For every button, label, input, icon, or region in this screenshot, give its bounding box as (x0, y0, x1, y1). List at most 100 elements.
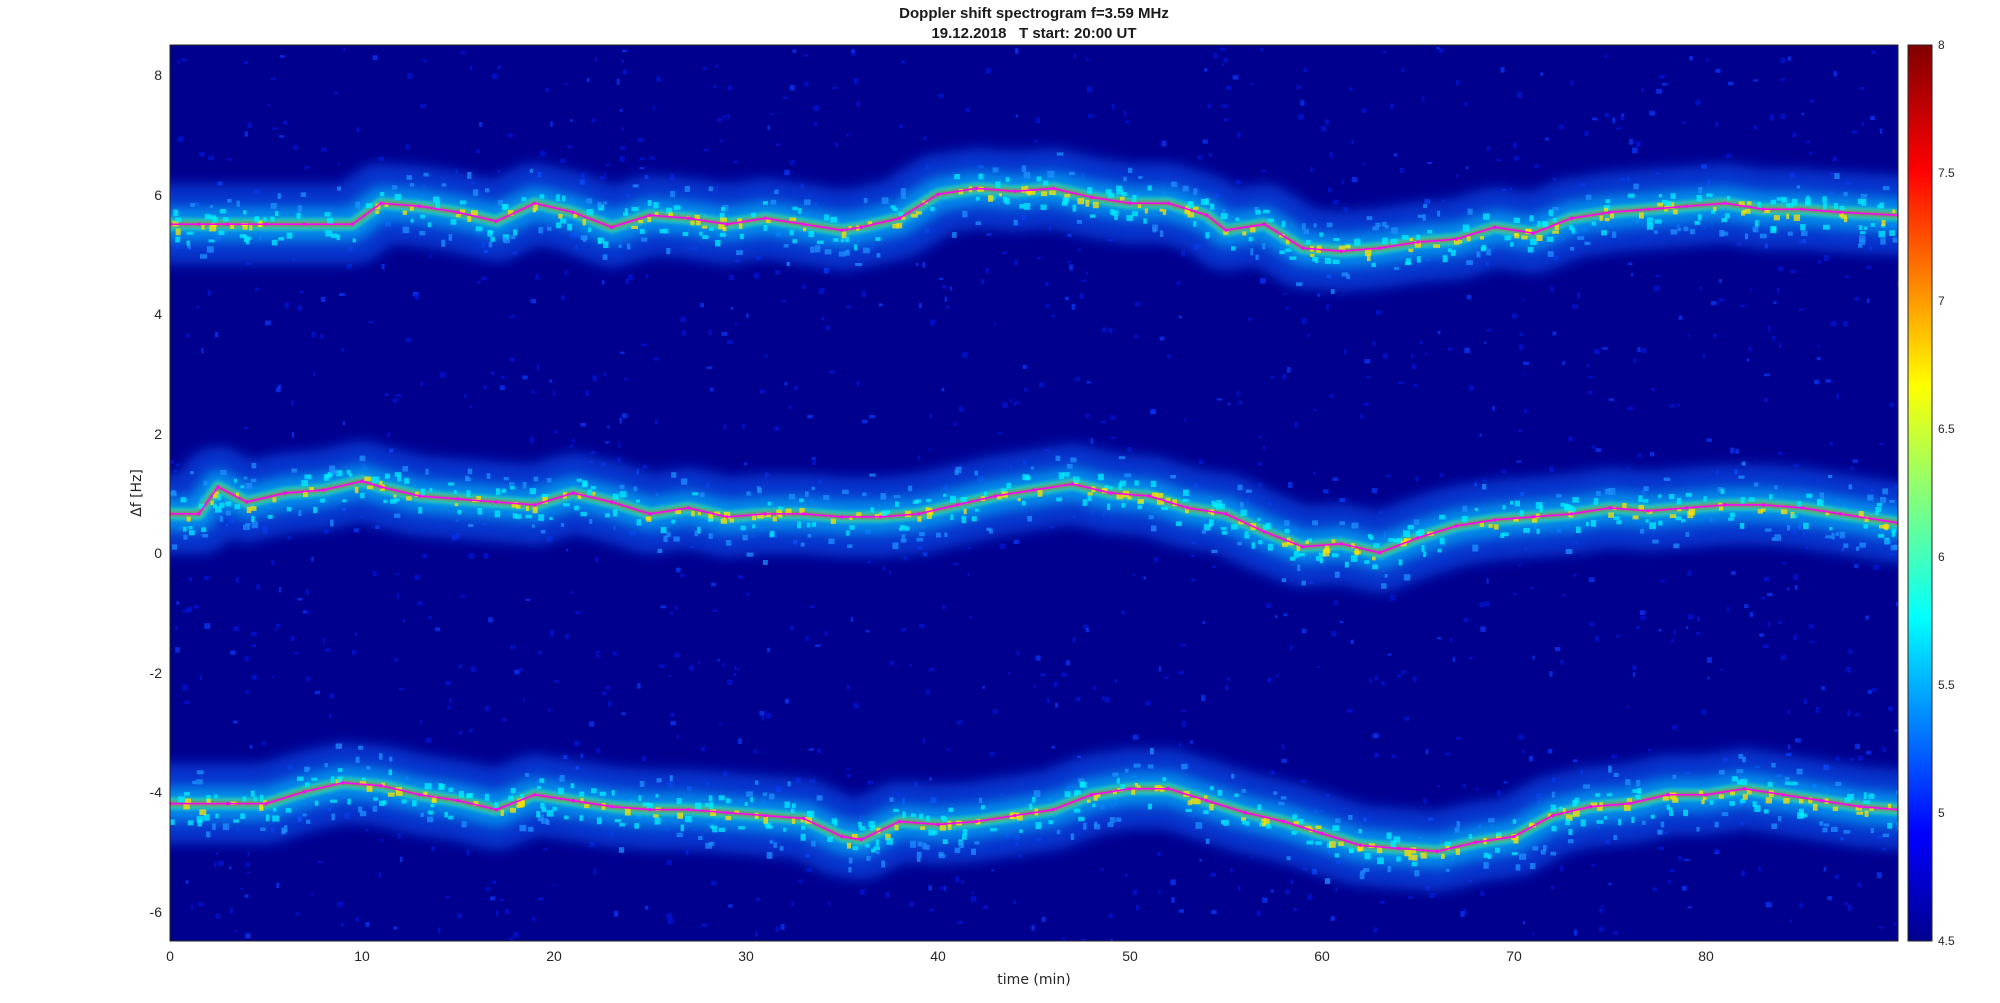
band-speckle (1240, 509, 1247, 516)
band-speckle (671, 472, 677, 478)
speckle (732, 160, 739, 164)
band-speckle (541, 818, 548, 824)
band-speckle (1741, 210, 1746, 216)
speckle (509, 937, 514, 941)
band-speckle (1466, 260, 1473, 265)
band-speckle (1000, 488, 1007, 493)
speckle (898, 124, 903, 129)
speckle (1620, 116, 1625, 121)
band-speckle (329, 465, 335, 473)
band-speckle (1324, 258, 1331, 264)
band-speckle (1240, 502, 1244, 508)
speckle (1562, 360, 1565, 365)
band-speckle (1278, 801, 1285, 806)
band-speckle (170, 491, 177, 497)
band-speckle (894, 824, 899, 831)
band-speckle (1754, 805, 1761, 812)
band-speckle (1796, 185, 1801, 189)
band-speckle (898, 212, 904, 217)
speckle (828, 901, 831, 906)
band-speckle (1387, 865, 1391, 873)
series-point (1378, 551, 1382, 555)
speckle (592, 375, 597, 381)
band-speckle (1110, 208, 1115, 215)
band-speckle (1859, 239, 1866, 245)
speckle (1258, 462, 1262, 466)
band-speckle (1806, 493, 1813, 498)
band-speckle (660, 526, 667, 534)
band-speckle (1754, 220, 1759, 227)
band-speckle (1127, 167, 1133, 173)
band-speckle (1864, 810, 1869, 817)
speckle (1067, 260, 1071, 263)
speckle (622, 413, 628, 419)
band-speckle (1263, 818, 1270, 825)
series-point (533, 201, 537, 205)
speckle (1190, 554, 1196, 557)
band-speckle (1315, 257, 1319, 264)
speckle (406, 144, 410, 150)
band-speckle (718, 827, 726, 832)
band-speckle (1568, 829, 1573, 835)
band-speckle (1857, 243, 1863, 248)
band-speckle (384, 202, 389, 207)
band-speckle (484, 793, 490, 801)
speckle (1362, 108, 1367, 113)
band-speckle (1231, 246, 1236, 251)
speckle (1198, 459, 1203, 465)
speckle (1594, 349, 1600, 355)
series-point (245, 500, 249, 504)
band-speckle (243, 524, 250, 530)
speckle (1518, 429, 1523, 433)
band-speckle (525, 514, 532, 519)
speckle (447, 705, 451, 710)
speckle (775, 926, 780, 932)
speckle (790, 625, 794, 630)
band-speckle (885, 833, 891, 841)
band-speckle (587, 489, 592, 496)
speckle (1010, 398, 1013, 402)
speckle (1830, 321, 1837, 327)
series-point (1243, 811, 1247, 815)
x-tick-label: 30 (738, 948, 754, 964)
speckle (1836, 393, 1839, 400)
speckle (1260, 278, 1266, 284)
band-speckle (359, 455, 366, 462)
speckle (531, 390, 535, 394)
band-speckle (1481, 244, 1487, 250)
speckle (270, 77, 276, 81)
series-point (1474, 840, 1478, 845)
band-speckle (532, 208, 537, 213)
speckle (1313, 471, 1316, 476)
speckle (532, 916, 536, 922)
speckle (1386, 474, 1391, 478)
band-speckle (382, 800, 387, 805)
band-speckle (1829, 526, 1833, 531)
band-speckle (885, 510, 891, 515)
speckle (654, 419, 658, 425)
speckle (420, 381, 423, 387)
band-speckle (774, 189, 779, 195)
speckle (1889, 402, 1894, 408)
series-point (1666, 793, 1670, 797)
band-speckle (249, 223, 253, 231)
band-speckle (558, 787, 564, 795)
band-speckle (1403, 530, 1411, 537)
band-speckle (1529, 215, 1534, 222)
band-speckle (926, 815, 930, 822)
speckle (1787, 587, 1790, 591)
speckle (1086, 57, 1089, 61)
band-speckle (676, 798, 682, 804)
band-speckle (1683, 809, 1688, 817)
speckle (746, 313, 749, 318)
band-speckle (1493, 524, 1499, 530)
speckle (469, 405, 473, 408)
band-speckle (427, 222, 432, 228)
band-speckle (1530, 238, 1537, 246)
band-speckle (1536, 234, 1543, 241)
band-speckle (1797, 812, 1804, 819)
band-speckle (212, 217, 218, 223)
band-speckle (455, 214, 461, 218)
band-speckle (1577, 236, 1585, 240)
band-speckle (188, 526, 193, 530)
